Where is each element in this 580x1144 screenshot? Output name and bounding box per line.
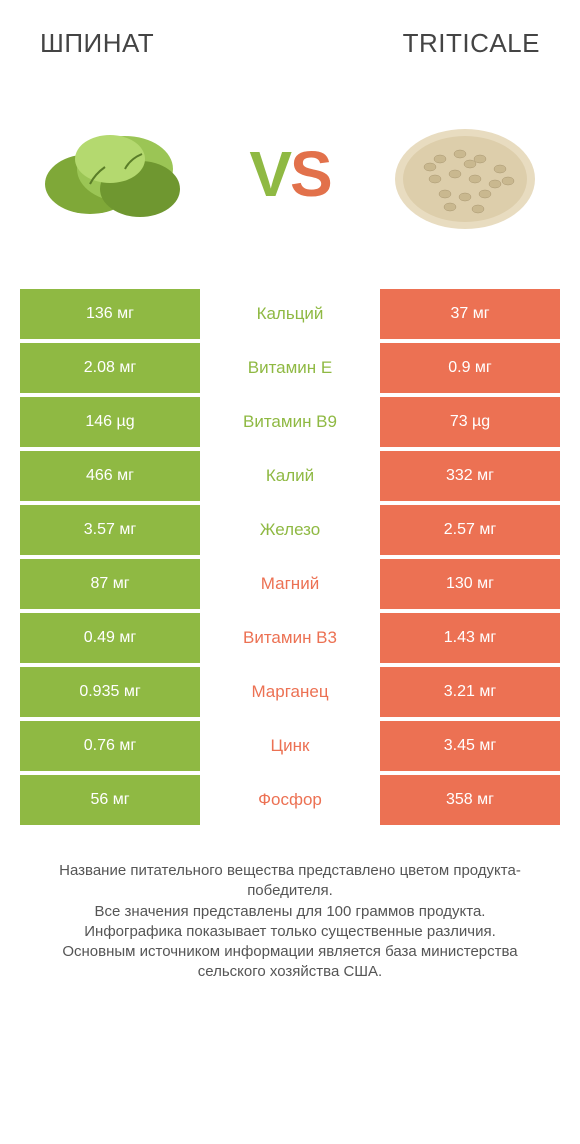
nutrient-label: Фосфор: [200, 775, 380, 825]
vs-v: V: [249, 138, 290, 210]
right-food-title: TRITICALE: [403, 28, 540, 59]
nutrient-label: Витамин B9: [200, 397, 380, 447]
left-value-cell: 56 мг: [20, 775, 200, 825]
footer-line: Инфографика показывает только существенн…: [30, 922, 550, 942]
right-value-cell: 1.43 мг: [380, 613, 560, 663]
left-value-cell: 3.57 мг: [20, 505, 200, 555]
table-row: 56 мгФосфор358 мг: [20, 775, 560, 825]
footer-line: Все значения представлены для 100 граммо…: [30, 902, 550, 922]
right-value-cell: 358 мг: [380, 775, 560, 825]
vs-label: VS: [249, 137, 330, 211]
vs-s: S: [290, 138, 331, 210]
right-value-cell: 37 мг: [380, 289, 560, 339]
table-row: 0.49 мгВитамин B31.43 мг: [20, 613, 560, 663]
nutrient-label: Цинк: [200, 721, 380, 771]
table-row: 3.57 мгЖелезо2.57 мг: [20, 505, 560, 555]
nutrient-label: Марганец: [200, 667, 380, 717]
nutrient-label: Кальций: [200, 289, 380, 339]
spinach-image: [30, 89, 200, 259]
images-row: VS: [0, 59, 580, 289]
right-value-cell: 130 мг: [380, 559, 560, 609]
left-value-cell: 0.76 мг: [20, 721, 200, 771]
table-row: 0.76 мгЦинк3.45 мг: [20, 721, 560, 771]
footer-line: Название питательного вещества представл…: [30, 861, 550, 902]
left-value-cell: 0.935 мг: [20, 667, 200, 717]
right-value-cell: 332 мг: [380, 451, 560, 501]
nutrient-label: Магний: [200, 559, 380, 609]
triticale-image: [380, 89, 550, 259]
nutrient-label: Калий: [200, 451, 380, 501]
table-row: 466 мгКалий332 мг: [20, 451, 560, 501]
footer-notes: Название питательного вещества представл…: [0, 829, 580, 983]
left-value-cell: 0.49 мг: [20, 613, 200, 663]
left-value-cell: 136 мг: [20, 289, 200, 339]
table-row: 136 мгКальций37 мг: [20, 289, 560, 339]
left-value-cell: 2.08 мг: [20, 343, 200, 393]
right-value-cell: 73 µg: [380, 397, 560, 447]
nutrient-label: Витамин E: [200, 343, 380, 393]
table-row: 87 мгМагний130 мг: [20, 559, 560, 609]
table-row: 2.08 мгВитамин E0.9 мг: [20, 343, 560, 393]
right-value-cell: 3.45 мг: [380, 721, 560, 771]
left-value-cell: 146 µg: [20, 397, 200, 447]
left-value-cell: 466 мг: [20, 451, 200, 501]
right-value-cell: 2.57 мг: [380, 505, 560, 555]
nutrient-label: Витамин B3: [200, 613, 380, 663]
header: ШПИНАТ TRITICALE: [0, 0, 580, 59]
right-value-cell: 3.21 мг: [380, 667, 560, 717]
nutrient-label: Железо: [200, 505, 380, 555]
left-food-title: ШПИНАТ: [40, 28, 154, 59]
footer-line: Основным источником информации является …: [30, 942, 550, 983]
table-row: 146 µgВитамин B973 µg: [20, 397, 560, 447]
table-row: 0.935 мгМарганец3.21 мг: [20, 667, 560, 717]
comparison-table: 136 мгКальций37 мг2.08 мгВитамин E0.9 мг…: [0, 289, 580, 825]
right-value-cell: 0.9 мг: [380, 343, 560, 393]
left-value-cell: 87 мг: [20, 559, 200, 609]
